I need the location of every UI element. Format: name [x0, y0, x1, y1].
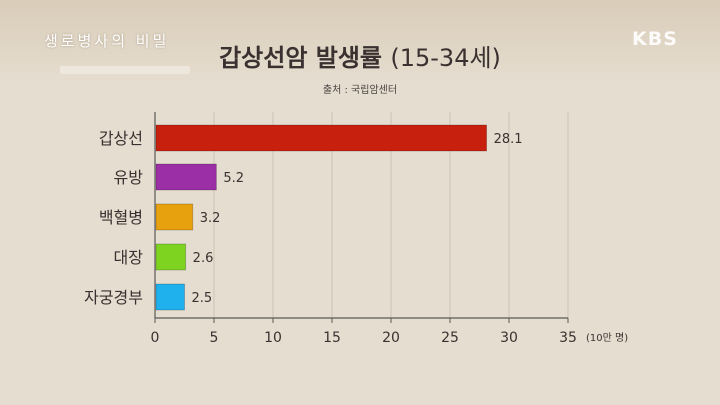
bar	[155, 243, 187, 271]
x-tick-label: 5	[210, 330, 219, 346]
x-tick-label: 0	[151, 330, 160, 346]
value-label: 2.6	[193, 251, 214, 266]
chart-source: 출처 : 국립암센터	[322, 85, 398, 96]
category-label: 유방	[114, 168, 144, 187]
x-tick-label: 15	[323, 330, 341, 346]
bar	[155, 203, 194, 231]
category-label: 갑상선	[99, 129, 143, 148]
value-label: 2.5	[192, 291, 213, 306]
x-tick-label: 10	[264, 330, 282, 346]
bar	[155, 124, 487, 152]
value-label: 5.2	[223, 171, 244, 186]
program-logo-subtitle-bar	[60, 66, 190, 74]
x-tick-label: 30	[500, 330, 518, 346]
value-label: 28.1	[494, 132, 523, 147]
category-label: 백혈병	[99, 208, 143, 227]
x-tick-label: 35	[559, 330, 577, 346]
bar	[155, 163, 217, 191]
chart-title-suffix: (15-34세)	[390, 44, 501, 72]
program-logo: 생로병사의 비밀	[44, 32, 170, 50]
chart-title: 갑상선암 발생률 (15-34세)	[0, 38, 720, 73]
x-unit-label: (10만 명)	[586, 332, 628, 344]
x-tick-label: 25	[441, 330, 459, 346]
bar	[155, 283, 185, 311]
header-band	[0, 0, 720, 82]
chart-title-main: 갑상선암 발생률	[219, 44, 382, 72]
broadcaster-logo: KBS	[632, 28, 678, 50]
category-label: 대장	[114, 248, 144, 267]
value-label: 3.2	[200, 211, 221, 226]
category-label: 자궁경부	[84, 288, 143, 307]
x-tick-label: 20	[382, 330, 400, 346]
